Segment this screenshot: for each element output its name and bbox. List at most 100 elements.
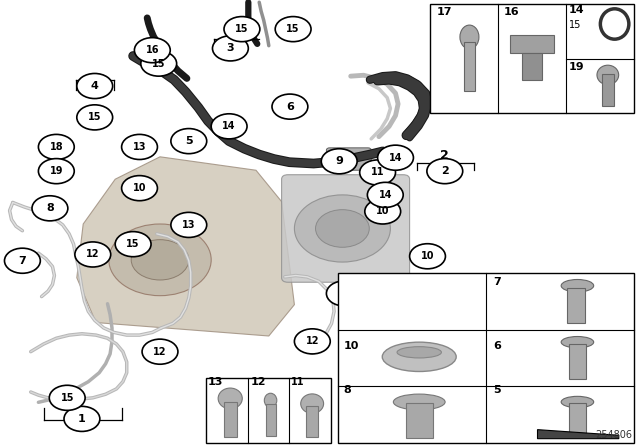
Ellipse shape	[264, 393, 277, 408]
Text: 1: 1	[78, 414, 86, 424]
Text: 13: 13	[208, 378, 223, 388]
Text: 14: 14	[569, 5, 585, 15]
Ellipse shape	[397, 347, 442, 358]
Ellipse shape	[382, 342, 456, 371]
Text: 15: 15	[88, 112, 102, 122]
Text: 7: 7	[19, 256, 26, 266]
Text: 3: 3	[227, 43, 234, 53]
Circle shape	[77, 73, 113, 99]
Text: 2: 2	[440, 149, 449, 163]
Text: 2: 2	[441, 166, 449, 176]
Bar	[206, 378, 331, 443]
Text: 8: 8	[344, 385, 351, 395]
Ellipse shape	[561, 336, 594, 348]
Text: 5: 5	[340, 289, 348, 298]
Text: 12: 12	[251, 378, 266, 388]
Text: 12: 12	[86, 250, 100, 259]
Text: 254806: 254806	[595, 430, 632, 440]
Text: 15: 15	[126, 239, 140, 249]
Circle shape	[427, 159, 463, 184]
Circle shape	[38, 134, 74, 159]
Bar	[266, 404, 276, 436]
Circle shape	[326, 281, 362, 306]
Polygon shape	[510, 35, 554, 53]
Text: 6: 6	[286, 102, 294, 112]
Text: 12: 12	[305, 336, 319, 346]
Ellipse shape	[607, 17, 622, 30]
Circle shape	[75, 242, 111, 267]
Text: 17: 17	[437, 7, 452, 17]
Text: 8: 8	[46, 203, 54, 213]
Ellipse shape	[600, 9, 629, 39]
Text: 19: 19	[49, 166, 63, 176]
Circle shape	[272, 94, 308, 119]
Bar	[338, 273, 634, 443]
Circle shape	[224, 17, 260, 42]
Text: 14: 14	[222, 121, 236, 131]
Text: 16: 16	[503, 7, 519, 17]
Bar	[464, 43, 475, 91]
Text: 19: 19	[569, 61, 585, 72]
Polygon shape	[538, 430, 619, 439]
Text: 16: 16	[145, 45, 159, 55]
Bar	[306, 406, 317, 437]
Circle shape	[378, 145, 413, 170]
Text: 11: 11	[291, 378, 305, 388]
Circle shape	[131, 240, 189, 280]
Text: 15: 15	[235, 24, 249, 34]
Text: 5: 5	[185, 136, 193, 146]
Circle shape	[365, 199, 401, 224]
FancyBboxPatch shape	[282, 175, 410, 282]
Circle shape	[275, 17, 311, 42]
Text: 18: 18	[49, 142, 63, 152]
Circle shape	[77, 105, 113, 130]
Text: 14: 14	[388, 153, 403, 163]
Text: 11: 11	[371, 168, 385, 177]
Text: 10: 10	[344, 341, 359, 351]
Circle shape	[316, 210, 369, 247]
Circle shape	[360, 160, 396, 185]
Text: 6: 6	[493, 341, 501, 351]
Text: 14: 14	[378, 190, 392, 200]
Ellipse shape	[218, 388, 243, 409]
Text: 15: 15	[569, 20, 582, 30]
Circle shape	[109, 224, 211, 296]
Circle shape	[141, 51, 177, 76]
Ellipse shape	[460, 25, 479, 49]
Text: 15: 15	[60, 393, 74, 403]
Text: 7: 7	[493, 277, 501, 287]
Text: 1: 1	[77, 420, 86, 433]
Circle shape	[122, 176, 157, 201]
Circle shape	[294, 195, 390, 262]
Text: 10: 10	[376, 207, 390, 216]
Bar	[568, 403, 586, 436]
Text: 15: 15	[152, 59, 166, 69]
Ellipse shape	[561, 280, 594, 292]
Circle shape	[4, 248, 40, 273]
Bar	[406, 403, 433, 438]
Circle shape	[367, 182, 403, 207]
Text: 5: 5	[493, 385, 500, 395]
Text: 10: 10	[420, 251, 435, 261]
Circle shape	[321, 149, 357, 174]
Circle shape	[171, 212, 207, 237]
Circle shape	[38, 159, 74, 184]
Text: 13: 13	[182, 220, 196, 230]
Bar	[223, 402, 237, 437]
Text: 4: 4	[91, 81, 99, 91]
Circle shape	[134, 38, 170, 63]
Circle shape	[49, 385, 85, 410]
Circle shape	[32, 196, 68, 221]
Ellipse shape	[597, 65, 619, 85]
Bar	[522, 53, 542, 80]
Polygon shape	[77, 157, 294, 336]
Text: 10: 10	[132, 183, 147, 193]
Text: 15: 15	[286, 24, 300, 34]
Ellipse shape	[394, 394, 445, 410]
Bar	[567, 288, 585, 323]
Bar	[602, 74, 614, 106]
Ellipse shape	[561, 396, 594, 408]
FancyBboxPatch shape	[326, 148, 371, 170]
Circle shape	[122, 134, 157, 159]
Circle shape	[115, 232, 151, 257]
